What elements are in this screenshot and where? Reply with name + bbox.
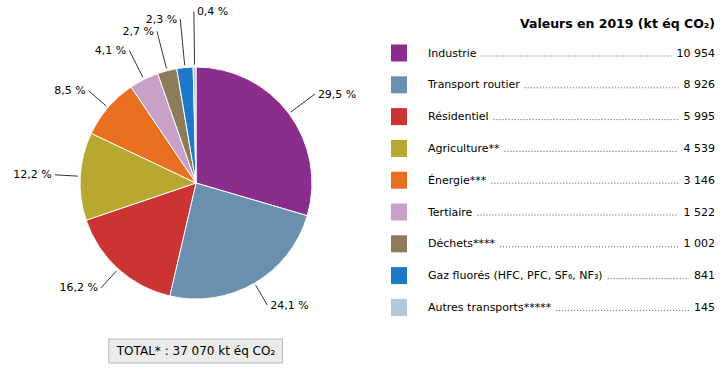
- legend-leader: [494, 119, 679, 120]
- pie-slice: [177, 67, 196, 183]
- label-leader: [193, 11, 195, 64]
- legend-entry: Transport routier 8 926: [391, 76, 715, 93]
- legend-leader: [505, 151, 679, 152]
- legend-entry: Agriculture** 4 539: [391, 140, 715, 157]
- legend-swatch: [391, 45, 407, 62]
- legend-label: Transport routier: [427, 78, 520, 91]
- label-leader: [55, 175, 78, 176]
- total-box-frame: [109, 339, 283, 363]
- share-label: 2,3 %: [146, 13, 177, 26]
- legend: Valeurs en 2019 (kt éq CO₂) Industrie 10 9…: [391, 16, 715, 316]
- legend-value: 3 146: [684, 174, 716, 187]
- legend-value: 145: [694, 301, 715, 314]
- slice-labels: 29,5 % 24,1 % 16,2 % 12,2 % 8,5 % 4,1 % 2,7 %2…: [13, 5, 356, 312]
- label-leader: [180, 19, 184, 65]
- legend-label: Tertiaire: [427, 206, 473, 219]
- legend-label: Résidentiel: [428, 110, 489, 123]
- legend-leader: [500, 246, 678, 247]
- legend-swatch: [391, 204, 407, 221]
- label-leader: [291, 94, 315, 112]
- legend-leader: [491, 183, 678, 184]
- total-text: TOTAL* : 37 070 kt éq CO₂: [116, 344, 276, 358]
- total-box: TOTAL* : 37 070 kt éq CO₂: [109, 339, 283, 363]
- legend-value: 1 522: [684, 206, 716, 219]
- legend-swatch: [391, 235, 407, 252]
- share-label: 12,2 %: [13, 168, 51, 181]
- legend-entry: Industrie 10 954: [391, 45, 715, 62]
- legend-swatch: [391, 172, 407, 189]
- label-leader: [157, 31, 167, 68]
- legend-title: Valeurs en 2019 (kt éq CO₂): [520, 16, 715, 31]
- legend-label: Énergie***: [428, 174, 487, 187]
- share-label: 29,5 %: [318, 88, 356, 101]
- legend-value: 10 954: [677, 47, 716, 60]
- legend-value: 5 995: [684, 110, 716, 123]
- chart: 29,5 % 24,1 % 16,2 % 12,2 % 8,5 % 4,1 % 2,7 %2…: [0, 0, 725, 377]
- pie: [80, 67, 312, 299]
- legend-leader: [482, 56, 672, 57]
- share-label: 2,7 %: [122, 25, 153, 38]
- legend-value: 1 002: [684, 237, 716, 250]
- legend-entry: Tertiaire 1 522: [391, 204, 715, 221]
- share-label: 8,5 %: [54, 84, 85, 97]
- legend-swatch: [391, 108, 407, 125]
- pie-slice: [193, 67, 196, 183]
- share-label: 16,2 %: [60, 281, 98, 294]
- legend-leader: [556, 310, 689, 311]
- legend-entry: Déchets**** 1 002: [391, 235, 715, 252]
- legend-swatch: [391, 299, 407, 316]
- legend-entry: Énergie*** 3 146: [391, 172, 715, 189]
- legend-swatch: [391, 140, 407, 157]
- legend-leader: [477, 215, 678, 216]
- label-leader: [256, 285, 268, 305]
- label-leader: [89, 91, 107, 106]
- legend-label: Gaz fluorés (HFC, PFC, SF₆, NF₃): [428, 269, 603, 282]
- legend-label: Agriculture**: [428, 142, 500, 155]
- share-label: 24,1 %: [270, 299, 308, 312]
- legend-entry: Gaz fluorés (HFC, PFC, SF₆, NF₃) 841: [391, 267, 715, 284]
- legend-label: Déchets****: [428, 237, 496, 250]
- legend-value: 841: [694, 269, 715, 282]
- legend-value: 8 926: [684, 78, 716, 91]
- legend-entry: Résidentiel 5 995: [391, 108, 715, 125]
- legend-label: Autres transports*****: [428, 301, 552, 314]
- label-leader: [101, 271, 117, 288]
- share-label: 4,1 %: [95, 44, 126, 57]
- legend-swatch: [391, 267, 407, 284]
- legend-swatch: [391, 76, 407, 93]
- legend-leader: [525, 87, 679, 88]
- legend-label: Industrie: [428, 47, 477, 60]
- legend-entry: Autres transports***** 145: [391, 299, 715, 316]
- legend-leader: [608, 278, 689, 279]
- share-label: 0,4 %: [197, 5, 228, 18]
- legend-value: 4 539: [684, 142, 716, 155]
- label-leader: [129, 50, 143, 77]
